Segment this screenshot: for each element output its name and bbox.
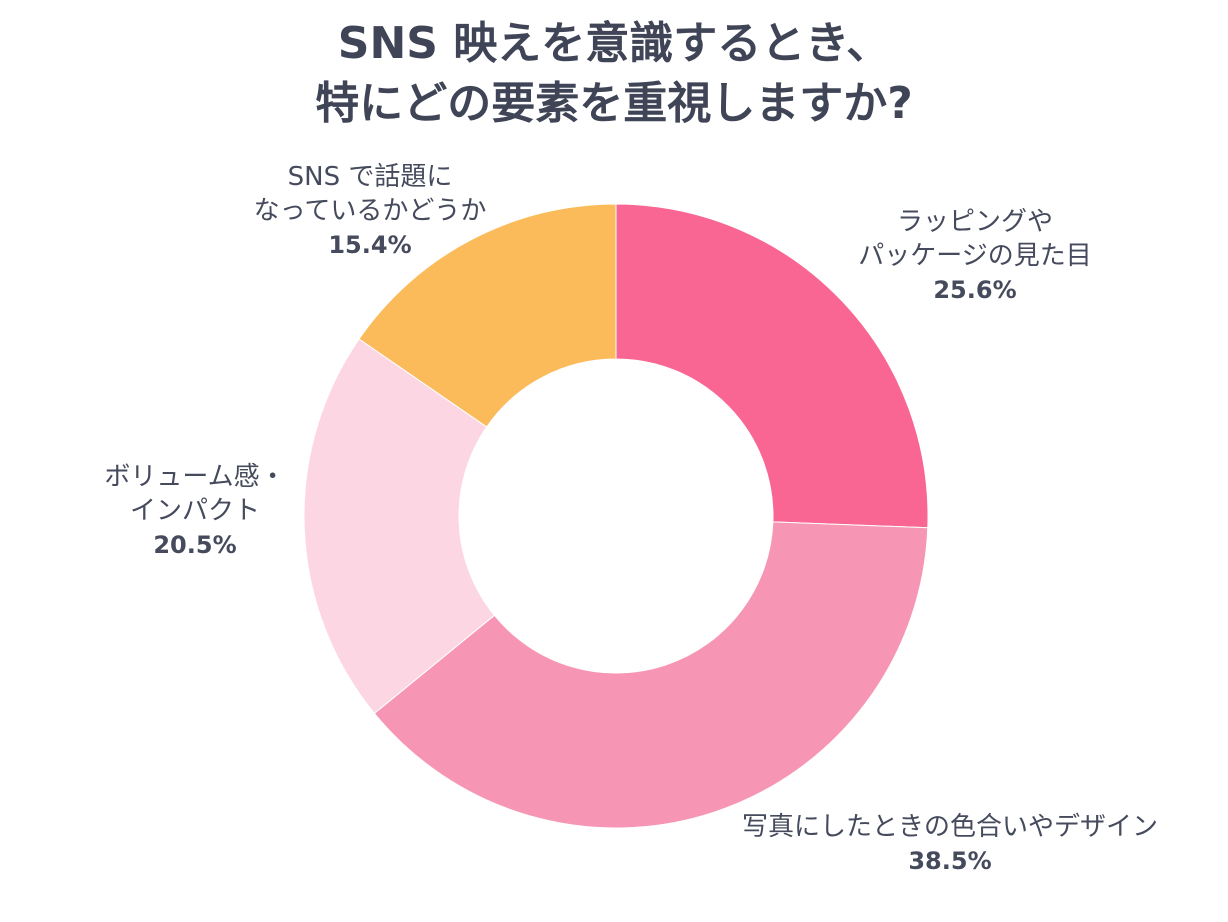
slice-label-packaging: ラッピングや パッケージの見た目 25.6% <box>820 205 1130 307</box>
slice-value-sns-topic: 15.4% <box>328 231 412 259</box>
donut-slice-volume <box>303 338 496 715</box>
slice-label-sns-topic-line-1: SNS で話題に <box>287 162 453 192</box>
slice-label-sns-topic: SNS で話題に なっているかどうか 15.4% <box>220 160 520 262</box>
slice-label-sns-topic-line-2: なっているかどうか <box>253 196 487 226</box>
donut-slice-photo-design <box>373 521 929 829</box>
slice-label-volume-line-2: インパクト <box>129 496 260 526</box>
slice-value-volume: 20.5% <box>153 531 237 559</box>
slice-label-volume-line-1: ボリューム感・ <box>104 462 286 492</box>
chart-title-line-1: SNS 映えを意識するとき、 <box>337 18 891 69</box>
slice-value-photo-design: 38.5% <box>908 847 992 875</box>
slice-label-volume: ボリューム感・ インパクト 20.5% <box>85 460 305 562</box>
chart-title-line-2: 特にどの要素を重視しますか? <box>315 78 913 129</box>
slice-label-photo-design: 写真にしたときの色合いやデザイン 38.5% <box>700 810 1200 878</box>
donut-slice-sns-topic <box>358 203 617 428</box>
donut-slice-packaging <box>615 203 929 529</box>
chart-title: SNS 映えを意識するとき、 特にどの要素を重視しますか? <box>0 14 1228 134</box>
slice-label-packaging-line-1: ラッピングや <box>896 207 1053 237</box>
slice-label-packaging-line-2: パッケージの見た目 <box>858 241 1092 271</box>
slice-value-packaging: 25.6% <box>933 276 1017 304</box>
slice-label-photo-design-line-1: 写真にしたときの色合いやデザイン <box>741 812 1158 842</box>
